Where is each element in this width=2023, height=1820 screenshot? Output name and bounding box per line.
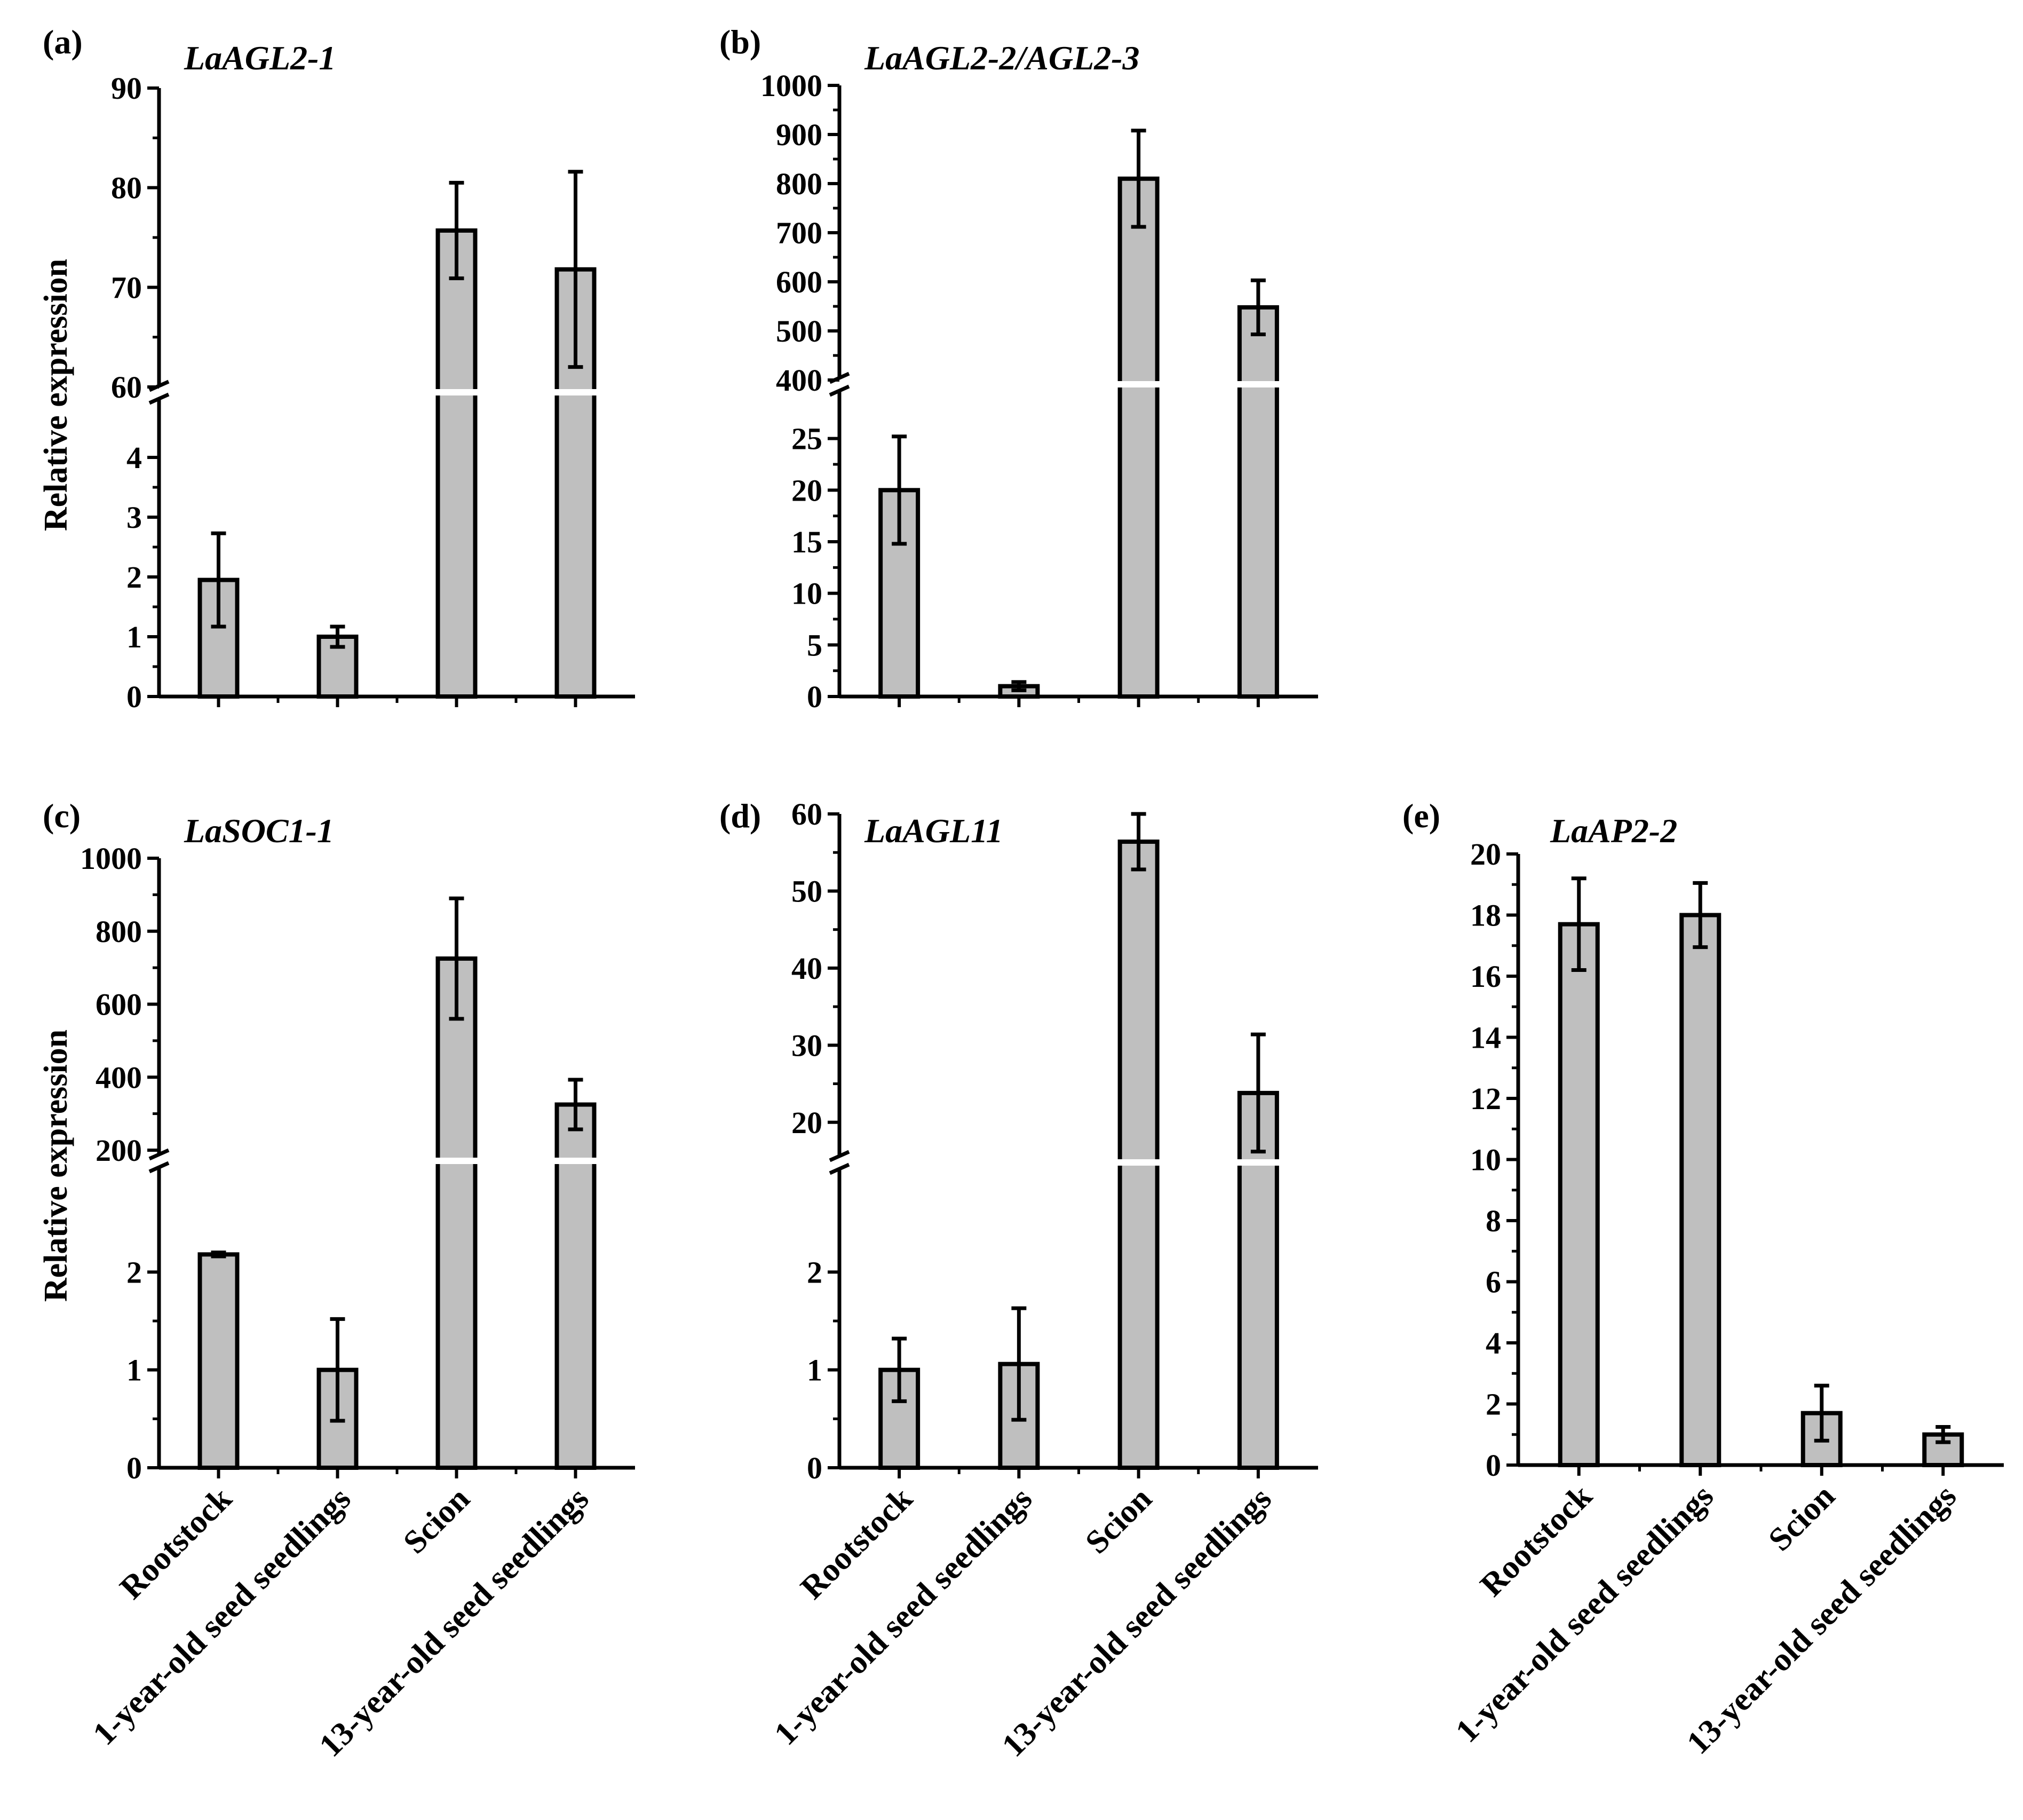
y-tick-label: 200 bbox=[96, 1133, 142, 1168]
panel-label: (e) bbox=[1402, 797, 1440, 835]
y-tick-label: 8 bbox=[1486, 1204, 1501, 1238]
chart-title: LaAGL11 bbox=[864, 812, 1003, 850]
y-tick-label: 5 bbox=[807, 628, 822, 662]
y-tick-label: 60 bbox=[791, 797, 822, 832]
y-tick-label: 90 bbox=[111, 71, 142, 106]
y-tick-label: 400 bbox=[96, 1060, 142, 1095]
bar[interactable] bbox=[1679, 913, 1721, 1467]
y-tick-label: 1 bbox=[126, 1353, 142, 1388]
bar-break-gap bbox=[1236, 1159, 1280, 1166]
y-tick-label: 600 bbox=[776, 265, 822, 299]
y-tick-label: 50 bbox=[791, 874, 822, 908]
bar-break-gap bbox=[1116, 381, 1161, 387]
y-tick-label: 1 bbox=[126, 620, 142, 654]
y-tick-label: 4 bbox=[1486, 1326, 1501, 1360]
panel-label: (a) bbox=[43, 23, 83, 61]
y-tick-label: 0 bbox=[126, 1451, 142, 1485]
axis-break-mark bbox=[148, 392, 170, 405]
y-tick-label: 10 bbox=[1470, 1143, 1501, 1177]
bar[interactable] bbox=[1117, 176, 1160, 699]
bar[interactable] bbox=[1558, 922, 1600, 1468]
chart-title: LaAGL2-2/AGL2-3 bbox=[864, 39, 1140, 77]
y-tick-label: 900 bbox=[776, 117, 822, 152]
y-tick-label: 500 bbox=[776, 314, 822, 349]
y-tick-label: 12 bbox=[1470, 1081, 1501, 1116]
y-tick-label: 0 bbox=[807, 679, 822, 714]
chart-title: LaAP2-2 bbox=[1550, 812, 1677, 850]
y-tick-label: 60 bbox=[111, 370, 142, 405]
y-tick-label: 0 bbox=[807, 1451, 822, 1485]
y-tick-label: 0 bbox=[1486, 1448, 1501, 1483]
y-tick-label: 10 bbox=[791, 576, 822, 611]
y-tick-label: 2 bbox=[807, 1255, 822, 1289]
x-tick-label: Rootstock bbox=[113, 1480, 239, 1606]
y-tick-label: 0 bbox=[126, 679, 142, 714]
bar[interactable] bbox=[1117, 840, 1160, 1470]
x-tick-label: Rootstock bbox=[1473, 1477, 1599, 1603]
bar[interactable] bbox=[435, 228, 478, 699]
bar[interactable] bbox=[1237, 1090, 1279, 1470]
bar-break-gap bbox=[553, 389, 598, 395]
y-tick-label: 1 bbox=[807, 1353, 822, 1388]
y-tick-label: 80 bbox=[111, 171, 142, 205]
panel-e: (e) LaAP2-2 0 2 4 6 8 10 12 14 16 18 20 Rootstock1-ye… bbox=[1402, 797, 2004, 1761]
panel-a: (a) LaAGL2-1 Relative expression 0 1 2 3 4 60 70 8… bbox=[38, 23, 635, 714]
y-tick-label: 2 bbox=[126, 560, 142, 595]
y-tick-label: 800 bbox=[96, 914, 142, 949]
bar-break-gap bbox=[1116, 1159, 1161, 1166]
x-tick-label: Scion bbox=[1762, 1478, 1842, 1558]
panel-label: (b) bbox=[719, 23, 761, 61]
y-tick-label: 400 bbox=[776, 363, 822, 398]
y-tick-label: 30 bbox=[791, 1028, 822, 1063]
chart-title: LaAGL2-1 bbox=[184, 39, 336, 77]
panel-d: (d) LaAGL110122030405060Rootstock1-year-o… bbox=[719, 797, 1318, 1764]
y-tick-label: 16 bbox=[1470, 959, 1501, 994]
bar[interactable] bbox=[1237, 305, 1279, 699]
panel-label: (c) bbox=[43, 797, 81, 835]
y-tick-label: 4 bbox=[126, 440, 142, 475]
y-tick-label: 20 bbox=[791, 473, 822, 508]
y-tick-label: 20 bbox=[1470, 837, 1501, 872]
x-tick-label: Scion bbox=[1078, 1481, 1159, 1561]
y-tick-label: 70 bbox=[111, 270, 142, 305]
y-tick-label: 15 bbox=[791, 525, 822, 559]
y-tick-label: 2 bbox=[1486, 1387, 1501, 1422]
bar-break-gap bbox=[434, 389, 479, 395]
axis-break-mark bbox=[829, 1150, 850, 1162]
y-tick-label: 600 bbox=[96, 987, 142, 1022]
y-tick-label: 40 bbox=[791, 951, 822, 986]
y-tick-label: 3 bbox=[126, 500, 142, 535]
panel-c: (c) LaSOC1-1 Relative expression 0 1 2 200 400 6… bbox=[38, 797, 635, 1764]
bar-break-gap bbox=[1236, 381, 1280, 387]
y-tick-label: 2 bbox=[126, 1255, 142, 1289]
panel-label: (d) bbox=[719, 797, 761, 835]
y-tick-label: 20 bbox=[791, 1105, 822, 1140]
panel-b: (b) LaAGL2-2/AGL2-3 0 5 10 15 20 25 400 500 600 700… bbox=[719, 23, 1318, 714]
axis-break-mark bbox=[148, 1148, 170, 1161]
x-tick-label: Rootstock bbox=[794, 1480, 919, 1606]
bar[interactable] bbox=[435, 956, 478, 1470]
y-tick-label: 18 bbox=[1470, 898, 1501, 933]
x-tick-label: Scion bbox=[396, 1481, 477, 1561]
y-tick-label: 800 bbox=[776, 167, 822, 201]
y-tick-label: 6 bbox=[1486, 1265, 1501, 1300]
axis-break-mark bbox=[148, 1161, 170, 1174]
y-tick-label: 14 bbox=[1470, 1020, 1501, 1055]
y-tick-label: 1000 bbox=[80, 841, 142, 876]
chart-title: LaSOC1-1 bbox=[184, 812, 334, 850]
axis-break-mark bbox=[829, 384, 850, 397]
y-tick-label: 1000 bbox=[760, 68, 822, 103]
bar-break-gap bbox=[434, 1158, 479, 1164]
x-tick-label: 1-year-old seed seedlings bbox=[1449, 1478, 1720, 1750]
y-axis-label: Relative expression bbox=[38, 259, 74, 531]
y-axis-label: Relative expression bbox=[38, 1030, 74, 1302]
bar[interactable] bbox=[197, 1252, 240, 1470]
y-tick-label: 700 bbox=[776, 216, 822, 250]
bar-break-gap bbox=[553, 1158, 598, 1164]
axis-break-mark bbox=[829, 1162, 850, 1175]
y-tick-label: 25 bbox=[791, 422, 822, 456]
